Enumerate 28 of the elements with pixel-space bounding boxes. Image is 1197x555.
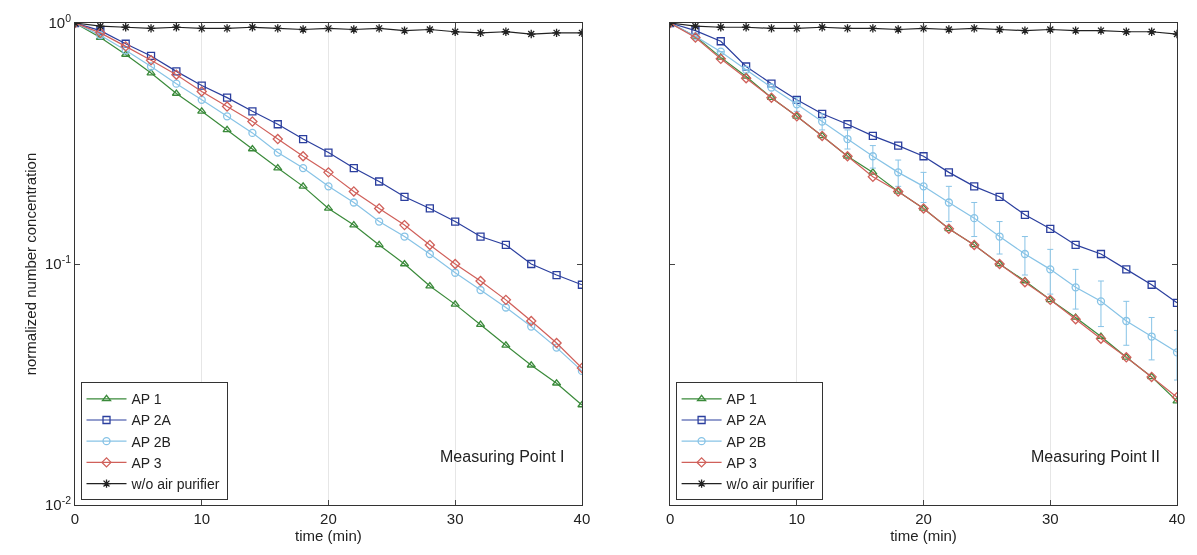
annotation: Measuring Point I (440, 448, 565, 465)
legend-label: AP 2B (726, 433, 767, 450)
y-axis-title: normalized number concentration (22, 152, 40, 376)
x-tick-label: 0 (70, 510, 80, 527)
x-tick-label: 20 (320, 510, 337, 527)
legend-label: AP 1 (131, 391, 162, 408)
x-tick-label: 40 (1168, 510, 1186, 527)
legend-label: AP 2A (726, 412, 767, 429)
x-axis-title: time (min) (295, 527, 362, 544)
x-tick-label: 30 (446, 510, 464, 527)
x-tick-label: 20 (915, 510, 932, 527)
legend-label: w/o air purifier (725, 476, 815, 493)
x-tick-label: 10 (193, 510, 211, 527)
legend-label: AP 3 (726, 454, 757, 471)
x-tick-label: 0 (665, 510, 675, 527)
x-tick-label: 40 (573, 510, 591, 527)
legend-label: AP 2A (131, 412, 172, 429)
y-tick-label: 10$^{-2}$ (44, 493, 72, 514)
legend-label: AP 3 (131, 454, 162, 471)
x-tick-label: 30 (1041, 510, 1059, 527)
legend-label: AP 1 (726, 391, 757, 408)
legend-label: w/o air purifier (130, 476, 220, 493)
y-tick-label: 10$^{0}$ (48, 11, 72, 32)
annotation: Measuring Point II (1031, 448, 1160, 465)
legend-label: AP 2B (131, 433, 171, 450)
x-axis-title: time (min) (890, 527, 957, 544)
y-tick-label: 10$^{-1}$ (44, 252, 72, 273)
x-tick-label: 10 (788, 510, 806, 527)
